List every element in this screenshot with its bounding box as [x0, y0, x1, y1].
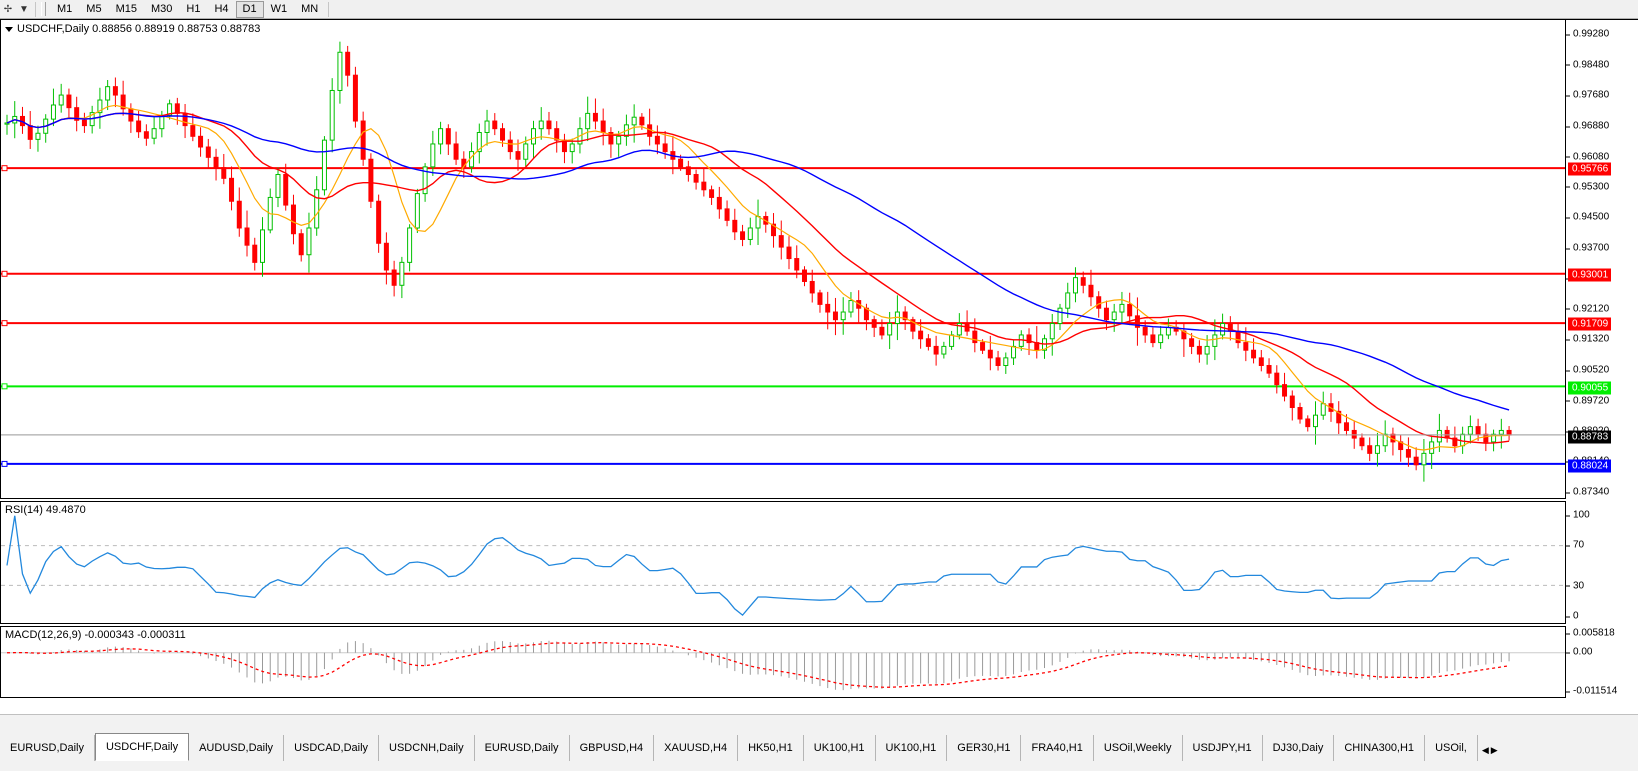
chart-tab-list: EURUSD,Daily USDCHF,Daily AUDUSD,Daily USDC…: [0, 733, 1502, 765]
chart-tab-13[interactable]: USOil,Weekly: [1093, 735, 1183, 761]
price-badge-blue[interactable]: 0.88024: [1568, 459, 1612, 473]
rsi-tick: 30: [1566, 580, 1584, 591]
rsi-scale[interactable]: 100 70 30 0: [1566, 501, 1638, 624]
price-tick: 0.92120: [1566, 303, 1609, 314]
timeframe-d1[interactable]: D1: [235, 0, 264, 18]
macd-plot: [1, 640, 1565, 691]
chart-symbol-label: USDCHF,Daily 0.88856 0.88919 0.88753 0.8…: [5, 23, 260, 35]
toolbar-grip[interactable]: [41, 2, 46, 16]
price-tick: 0.94500: [1566, 212, 1609, 223]
chart-tab-0[interactable]: EURUSD,Daily: [0, 735, 95, 761]
price-tick: 0.99280: [1566, 29, 1609, 40]
tab-nav: ◀ ▶: [1478, 735, 1502, 765]
rsi-tick: 0: [1566, 611, 1579, 622]
chart-tab-8[interactable]: HK50,H1: [738, 735, 804, 761]
timeframe-m30[interactable]: M30: [150, 2, 173, 15]
price-plot: [1, 41, 1565, 482]
price-tick: 0.90520: [1566, 365, 1609, 376]
timeframe-w1[interactable]: W1: [270, 2, 288, 15]
timeframe-h1[interactable]: H1: [186, 2, 201, 15]
chart-tab-11[interactable]: GER30,H1: [947, 735, 1022, 761]
rsi-tick: 70: [1566, 540, 1584, 551]
price-tick: 0.89720: [1566, 395, 1609, 406]
price-chart-pane[interactable]: USDCHF,Daily 0.88856 0.88919 0.88753 0.8…: [0, 19, 1566, 499]
price-tick: 0.96880: [1566, 121, 1609, 132]
chart-tab-15[interactable]: DJ30,Daiy: [1262, 735, 1335, 761]
toolbar-divider: [35, 1, 36, 17]
macd-tick: 0.00: [1566, 647, 1592, 658]
toolbar-divider-2: [328, 1, 330, 17]
chart-tab-5[interactable]: EURUSD,Daily: [474, 735, 570, 761]
timeframe-m5[interactable]: M5: [86, 2, 102, 15]
rsi-pane[interactable]: RSI(14) 49.4870: [0, 501, 1566, 624]
chart-tab-4[interactable]: USDCNH,Daily: [379, 735, 475, 761]
top-toolbar: ✢ ▼ M1 M5 M15 M30 H1 H4 D1 W1 MN: [0, 0, 1638, 19]
rsi-label: RSI(14) 49.4870: [5, 504, 86, 516]
chart-workspace: USDCHF,Daily 0.88856 0.88919 0.88753 0.8…: [0, 19, 1638, 729]
timeframe-group: M1 M5 M15 M30 H1 H4 D1 W1 MN: [50, 0, 325, 18]
timeframe-mn[interactable]: MN: [301, 2, 319, 15]
price-badge-red[interactable]: 0.95766: [1568, 162, 1612, 176]
price-tick: 0.95300: [1566, 181, 1609, 192]
rsi-tick: 100: [1566, 510, 1590, 521]
macd-scale[interactable]: 0.005818 0.00 -0.011514: [1566, 626, 1638, 698]
tab-scroll-right[interactable]: ▶: [1490, 744, 1498, 755]
price-tick: 0.98480: [1566, 59, 1609, 70]
chart-tab-7[interactable]: XAUUSD,H4: [654, 735, 739, 761]
dropdown-arrow-icon[interactable]: ▼: [19, 3, 29, 15]
price-scale[interactable]: 0.99280 0.98480 0.97680 0.96880 0.96080 0.953…: [1566, 19, 1638, 499]
price-tick: 0.96080: [1566, 151, 1609, 162]
chart-tab-17[interactable]: USOil,: [1425, 735, 1478, 761]
chart-tab-16[interactable]: CHINA300,H1: [1334, 735, 1426, 761]
chart-tab-6[interactable]: GBPUSD,H4: [569, 735, 655, 761]
chart-tab-3[interactable]: USDCAD,Daily: [284, 735, 380, 761]
cursor-crosshair-icon[interactable]: ✢: [3, 3, 13, 15]
chart-tab-12[interactable]: FRA40,H1: [1021, 735, 1094, 761]
price-tick: 0.97680: [1566, 90, 1609, 101]
tab-scroll-left[interactable]: ◀: [1481, 744, 1489, 755]
price-tick: 0.93700: [1566, 243, 1609, 254]
chart-tab-1[interactable]: USDCHF,Daily: [94, 733, 190, 761]
price-badge-green[interactable]: 0.90055: [1568, 381, 1612, 395]
price-badge-black[interactable]: 0.88783: [1568, 430, 1612, 444]
macd-tick: 0.005818: [1566, 628, 1615, 639]
macd-label: MACD(12,26,9) -0.000343 -0.000311: [5, 629, 186, 641]
chart-tab-9[interactable]: UK100,H1: [803, 735, 876, 761]
chart-tabbar: EURUSD,Daily USDCHF,Daily AUDUSD,Daily USDC…: [0, 714, 1638, 771]
symbol-ohlc-text: USDCHF,Daily 0.88856 0.88919 0.88753 0.8…: [17, 23, 261, 35]
macd-pane[interactable]: MACD(12,26,9) -0.000343 -0.000311: [0, 626, 1566, 698]
rsi-plot: [1, 515, 1565, 617]
macd-tick: -0.011514: [1566, 686, 1617, 697]
price-badge-red[interactable]: 0.91709: [1568, 317, 1612, 331]
price-tick: 0.87340: [1566, 487, 1609, 498]
price-badge-red[interactable]: 0.93001: [1568, 268, 1612, 282]
chart-tab-2[interactable]: AUDUSD,Daily: [189, 735, 285, 761]
chart-tab-10[interactable]: UK100,H1: [875, 735, 948, 761]
timeframe-m15[interactable]: M15: [115, 2, 137, 15]
chart-tab-14[interactable]: USDJPY,H1: [1182, 735, 1263, 761]
timeframe-m1[interactable]: M1: [57, 2, 73, 15]
price-tick: 0.91320: [1566, 334, 1609, 345]
collapse-triangle-icon[interactable]: [5, 26, 13, 32]
timeframe-h4[interactable]: H4: [214, 2, 229, 15]
